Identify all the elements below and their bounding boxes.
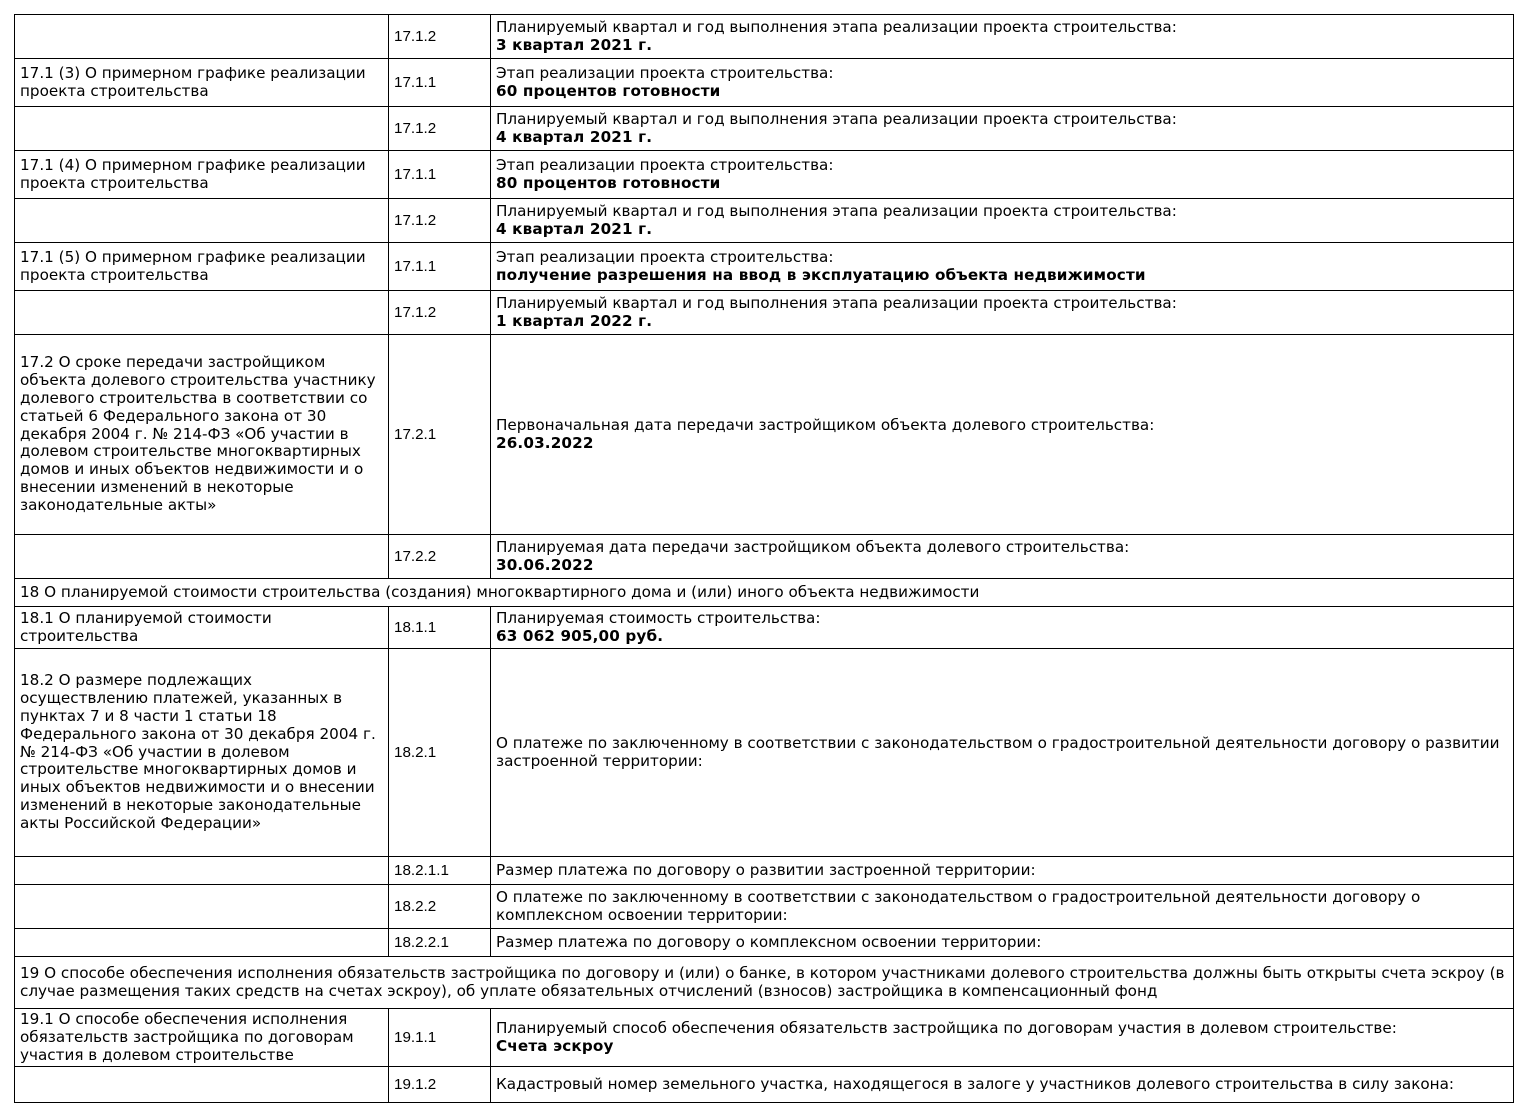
row-label-cell-empty <box>14 928 389 957</box>
row-number-cell: 18.1.1 <box>388 606 491 649</box>
value-answer: получение разрешения на ввод в эксплуата… <box>496 265 1146 284</box>
row-label-cell-empty <box>14 1066 389 1103</box>
table-row: 17.1 (5) О примерном графике реализации … <box>14 242 1514 291</box>
row-value-cell: Планируемый квартал и год выполнения эта… <box>490 198 1514 243</box>
value-answer: 60 процентов готовности <box>496 81 721 100</box>
row-value-cell: О платеже по заключенному в соответствии… <box>490 884 1514 929</box>
row-label-cell: 17.1 (3) О примерном графике реализации … <box>14 58 389 107</box>
row-number-cell: 18.2.1.1 <box>388 856 491 885</box>
row-value-cell: Планируемая стоимость строительства: 63 0… <box>490 606 1514 649</box>
row-label-cell: 17.2 О сроке передачи застройщиком объек… <box>14 334 389 535</box>
value-answer: Счета эскроу <box>496 1036 614 1055</box>
table-row: 17.1.2 Планируемый квартал и год выполнен… <box>14 290 1514 335</box>
table-row: 18.1 О планируемой стоимости строительст… <box>14 606 1514 649</box>
row-number-cell: 17.1.2 <box>388 106 491 151</box>
row-label-cell-empty <box>14 106 389 151</box>
row-label-cell-empty <box>14 290 389 335</box>
value-description: О платеже по заключенному в соответствии… <box>496 887 1421 924</box>
table-row: 18 О планируемой стоимости строительства… <box>14 578 1514 607</box>
value-description: О платеже по заключенному в соответствии… <box>496 733 1500 770</box>
row-value-cell: Планируемая дата передачи застройщиком о… <box>490 534 1514 579</box>
row-value-cell: Планируемый квартал и год выполнения эта… <box>490 290 1514 335</box>
table-row: 18.2.1.1 Размер платежа по договору о раз… <box>14 856 1514 885</box>
row-number-cell: 17.2.2 <box>388 534 491 579</box>
value-description: Размер платежа по договору о развитии за… <box>496 860 1036 879</box>
project-declaration-table: 17.1.2 Планируемый квартал и год выполнен… <box>14 14 1514 1103</box>
row-value-cell: Размер платежа по договору о комплексном… <box>490 928 1514 957</box>
row-number-cell: 17.1.2 <box>388 14 491 59</box>
value-description: Этап реализации проекта строительства: <box>496 63 834 82</box>
row-value-cell: Планируемый квартал и год выполнения эта… <box>490 106 1514 151</box>
value-answer: 26.03.2022 <box>496 433 594 452</box>
value-description: Этап реализации проекта строительства: <box>496 247 834 266</box>
table-row: 17.2 О сроке передачи застройщиком объек… <box>14 334 1514 535</box>
value-answer: 63 062 905,00 руб. <box>496 626 664 645</box>
table-row: 19.1.2 Кадастровый номер земельного участ… <box>14 1066 1514 1103</box>
table-row: 19.1 О способе обеспечения исполнения об… <box>14 1007 1514 1068</box>
value-description: Кадастровый номер земельного участка, на… <box>496 1074 1455 1093</box>
value-answer: 1 квартал 2022 г. <box>496 311 653 330</box>
row-label-cell: 18.1 О планируемой стоимости строительст… <box>14 606 389 649</box>
row-label-cell: 17.1 (4) О примерном графике реализации … <box>14 150 389 199</box>
value-description: Планируемый квартал и год выполнения эта… <box>496 201 1177 220</box>
row-label-cell-empty <box>14 14 389 59</box>
row-label-cell-empty <box>14 198 389 243</box>
row-value-cell: Этап реализации проекта строительства: 80… <box>490 150 1514 199</box>
value-description: Планируемый квартал и год выполнения эта… <box>496 293 1177 312</box>
value-description: Размер платежа по договору о комплексном… <box>496 932 1042 951</box>
value-answer: 4 квартал 2021 г. <box>496 219 653 238</box>
row-value-cell: Этап реализации проекта строительства: 60… <box>490 58 1514 107</box>
document-page: 17.1.2 Планируемый квартал и год выполнен… <box>14 14 1514 1103</box>
row-number-cell: 18.2.2.1 <box>388 928 491 957</box>
row-value-cell: О платеже по заключенному в соответствии… <box>490 648 1514 857</box>
value-description: Первоначальная дата передачи застройщико… <box>496 415 1155 434</box>
value-answer: 3 квартал 2021 г. <box>496 35 653 54</box>
row-value-cell: Планируемый способ обеспечения обязатель… <box>490 1007 1514 1068</box>
row-value-cell: Кадастровый номер земельного участка, на… <box>490 1066 1514 1103</box>
row-number-cell: 18.2.1 <box>388 648 491 857</box>
row-number-cell: 17.1.2 <box>388 198 491 243</box>
row-value-cell: Размер платежа по договору о развитии за… <box>490 856 1514 885</box>
row-label-cell: 17.1 (5) О примерном графике реализации … <box>14 242 389 291</box>
value-description: Планируемый способ обеспечения обязатель… <box>496 1018 1397 1037</box>
row-label-cell-empty <box>14 884 389 929</box>
row-label-cell: 18.2 О размере подлежащих осуществлению … <box>14 648 389 857</box>
table-row: 19 О способе обеспечения исполнения обяз… <box>14 956 1514 1009</box>
row-label-cell-empty <box>14 534 389 579</box>
table-row: 17.1.2 Планируемый квартал и год выполнен… <box>14 198 1514 243</box>
row-number-cell: 17.1.2 <box>388 290 491 335</box>
row-value-cell: Первоначальная дата передачи застройщико… <box>490 334 1514 535</box>
value-description: Планируемый квартал и год выполнения эта… <box>496 109 1177 128</box>
table-row: 17.1 (4) О примерном графике реализации … <box>14 150 1514 199</box>
value-description: Планируемый квартал и год выполнения эта… <box>496 17 1177 36</box>
row-label-cell: 19.1 О способе обеспечения исполнения об… <box>14 1007 389 1068</box>
value-answer: 80 процентов готовности <box>496 173 721 192</box>
row-number-cell: 17.1.1 <box>388 242 491 291</box>
row-value-cell: Этап реализации проекта строительства: по… <box>490 242 1514 291</box>
table-row: 17.1 (3) О примерном графике реализации … <box>14 58 1514 107</box>
row-value-cell: Планируемый квартал и год выполнения эта… <box>490 14 1514 59</box>
row-number-cell: 17.1.1 <box>388 58 491 107</box>
table-row: 18.2.2.1 Размер платежа по договору о ком… <box>14 928 1514 957</box>
table-row: 17.1.2 Планируемый квартал и год выполнен… <box>14 14 1514 59</box>
value-answer: 30.06.2022 <box>496 555 594 574</box>
row-number-cell: 17.2.1 <box>388 334 491 535</box>
table-row: 18.2 О размере подлежащих осуществлению … <box>14 648 1514 857</box>
row-label-cell-empty <box>14 856 389 885</box>
value-description: Планируемая стоимость строительства: <box>496 608 821 627</box>
row-number-cell: 17.1.1 <box>388 150 491 199</box>
section-header-cell: 18 О планируемой стоимости строительства… <box>14 578 1514 607</box>
table-row: 17.2.2 Планируемая дата передачи застройщ… <box>14 534 1514 579</box>
row-number-cell: 18.2.2 <box>388 884 491 929</box>
table-row: 17.1.2 Планируемый квартал и год выполнен… <box>14 106 1514 151</box>
value-description: Этап реализации проекта строительства: <box>496 155 834 174</box>
table-row: 18.2.2 О платеже по заключенному в соотве… <box>14 884 1514 929</box>
row-number-cell: 19.1.2 <box>388 1066 491 1103</box>
value-description: Планируемая дата передачи застройщиком о… <box>496 537 1130 556</box>
section-header-cell: 19 О способе обеспечения исполнения обяз… <box>14 956 1514 1009</box>
table-body: 17.1.2 Планируемый квартал и год выполнен… <box>14 14 1514 1103</box>
value-answer: 4 квартал 2021 г. <box>496 127 653 146</box>
row-number-cell: 19.1.1 <box>388 1007 491 1068</box>
